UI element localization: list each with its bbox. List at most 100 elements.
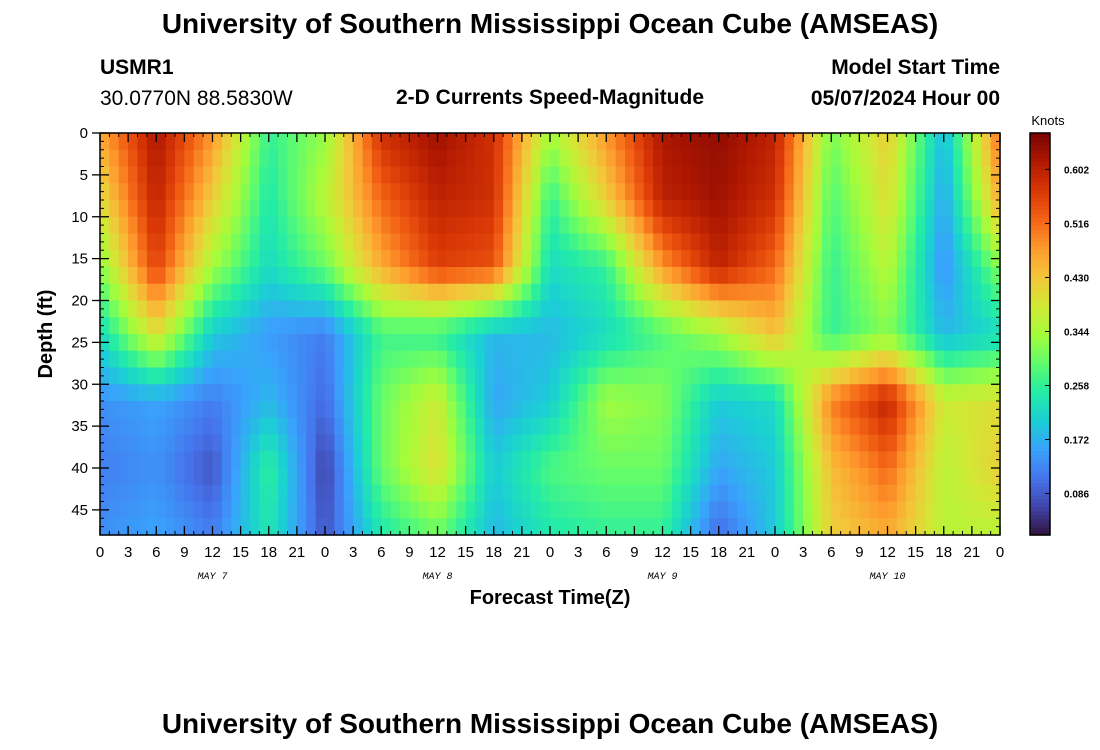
heatmap-cell bbox=[793, 367, 804, 385]
heatmap-cell bbox=[718, 501, 729, 519]
heatmap-cell bbox=[643, 183, 654, 201]
heatmap-cell bbox=[625, 216, 635, 235]
heatmap-cell bbox=[512, 250, 523, 268]
heatmap-cell bbox=[221, 250, 232, 268]
colorbar-swatch bbox=[1030, 350, 1050, 355]
heatmap-cell bbox=[868, 166, 879, 184]
heatmap-cell bbox=[109, 451, 120, 469]
heatmap-cell bbox=[512, 401, 523, 419]
heatmap-cell bbox=[240, 384, 251, 402]
heatmap-cell bbox=[521, 149, 532, 168]
heatmap-cell bbox=[503, 233, 514, 251]
heatmap-cell bbox=[981, 401, 992, 419]
heatmap-cell bbox=[156, 334, 167, 352]
heatmap-cell bbox=[831, 417, 842, 436]
heatmap-cell bbox=[353, 133, 364, 151]
heatmap-cell bbox=[109, 267, 120, 285]
heatmap-cell bbox=[896, 334, 907, 352]
heatmap-cell bbox=[156, 501, 167, 519]
heatmap-cell bbox=[915, 367, 926, 385]
heatmap-cell bbox=[109, 384, 120, 402]
heatmap-cell bbox=[690, 133, 701, 151]
heatmap-cell bbox=[840, 283, 851, 302]
heatmap-cell bbox=[325, 334, 335, 352]
colorbar-swatch bbox=[1030, 265, 1050, 271]
heatmap-cell bbox=[934, 317, 945, 335]
heatmap-cell bbox=[671, 434, 682, 452]
heatmap-cell bbox=[428, 518, 439, 536]
heatmap-cell bbox=[737, 283, 748, 302]
heatmap-cell bbox=[887, 216, 898, 235]
heatmap-cell bbox=[943, 367, 954, 385]
heatmap-cell bbox=[475, 401, 485, 419]
heatmap-cell bbox=[587, 451, 598, 469]
heatmap-cell bbox=[484, 216, 495, 235]
heatmap-cell bbox=[128, 518, 139, 536]
heatmap-cell bbox=[775, 501, 785, 519]
heatmap-cell bbox=[231, 501, 242, 519]
heatmap-cell bbox=[137, 216, 148, 235]
heatmap-cell bbox=[250, 233, 260, 251]
heatmap-cell bbox=[531, 149, 542, 168]
heatmap-cell bbox=[850, 434, 860, 452]
heatmap-cell bbox=[165, 166, 176, 184]
day-label: MAY 9 bbox=[647, 572, 677, 583]
heatmap-cell bbox=[156, 133, 167, 151]
heatmap-cell bbox=[784, 434, 795, 452]
heatmap-cell bbox=[334, 283, 345, 302]
heatmap-cell bbox=[418, 468, 429, 486]
heatmap-cell bbox=[550, 200, 560, 218]
heatmap-cell bbox=[653, 350, 664, 369]
heatmap-cell bbox=[437, 149, 448, 168]
heatmap-cell bbox=[456, 200, 467, 218]
heatmap-cell bbox=[775, 166, 785, 184]
heatmap-cell bbox=[334, 317, 345, 335]
heatmap-cell bbox=[137, 434, 148, 452]
heatmap-cell bbox=[559, 501, 570, 519]
heatmap-cell bbox=[146, 133, 157, 151]
heatmap-cell bbox=[859, 367, 870, 385]
heatmap-cell bbox=[775, 367, 785, 385]
heatmap-cell bbox=[915, 149, 926, 168]
heatmap-cell bbox=[662, 417, 673, 436]
heatmap-cell bbox=[578, 484, 589, 503]
heatmap-cell bbox=[971, 434, 982, 452]
heatmap-cell bbox=[343, 501, 354, 519]
heatmap-cell bbox=[540, 434, 551, 452]
heatmap-cell bbox=[812, 417, 823, 436]
heatmap-cell bbox=[568, 350, 579, 369]
heatmap-cell bbox=[437, 183, 448, 201]
heatmap-cell bbox=[296, 334, 307, 352]
heatmap-cell bbox=[634, 250, 645, 268]
heatmap-cell bbox=[296, 367, 307, 385]
heatmap-cell bbox=[437, 334, 448, 352]
heatmap-cell bbox=[100, 468, 110, 486]
heatmap-cell bbox=[868, 518, 879, 536]
heatmap-cell bbox=[381, 334, 392, 352]
heatmap-cell bbox=[821, 518, 832, 536]
heatmap-cell bbox=[840, 518, 851, 536]
heatmap-cell bbox=[418, 317, 429, 335]
heatmap-cell bbox=[250, 200, 260, 218]
heatmap-cell bbox=[371, 149, 382, 168]
heatmap-cell bbox=[315, 468, 326, 486]
heatmap-cell bbox=[203, 233, 214, 251]
heatmap-cell bbox=[512, 200, 523, 218]
heatmap-cell bbox=[278, 133, 289, 151]
heatmap-cell bbox=[428, 133, 439, 151]
heatmap-cell bbox=[662, 267, 673, 285]
colorbar-swatch bbox=[1030, 354, 1050, 359]
colorbar-swatch bbox=[1030, 149, 1050, 154]
heatmap-cell bbox=[709, 317, 720, 335]
heatmap-cell bbox=[803, 133, 814, 151]
colorbar-swatch bbox=[1030, 526, 1050, 532]
heatmap-cell bbox=[137, 518, 148, 536]
heatmap-cell bbox=[700, 417, 710, 436]
colorbar-swatch bbox=[1030, 522, 1050, 528]
heatmap-cell bbox=[887, 233, 898, 251]
heatmap-cell bbox=[531, 166, 542, 184]
heatmap-cell bbox=[662, 434, 673, 452]
heatmap-cell bbox=[981, 468, 992, 486]
heatmap-cell bbox=[446, 334, 457, 352]
heatmap-cell bbox=[334, 133, 345, 151]
